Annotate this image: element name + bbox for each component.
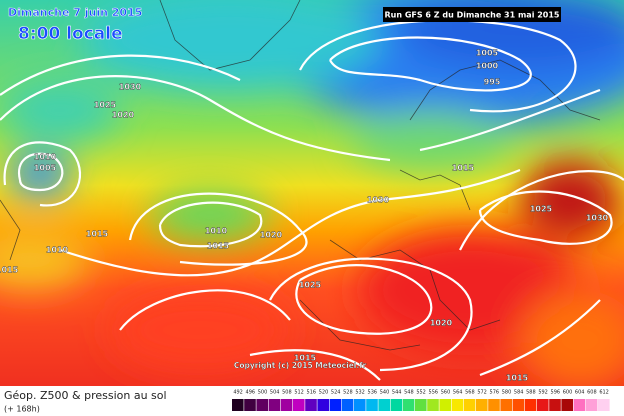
scale-label: 508 (282, 390, 292, 396)
scale-swatch (317, 399, 329, 411)
scale-label: 524 (331, 390, 341, 396)
scale-label: 588 (526, 390, 536, 396)
scale-label: 612 (599, 390, 609, 396)
scale-swatch (390, 399, 403, 411)
scale-label: 568 (465, 390, 475, 396)
scale-swatch (232, 399, 244, 411)
scale-swatch (415, 399, 427, 411)
copyright: Copyright (c) 2015 Meteociel.fr (234, 361, 367, 370)
scale-label: 552 (416, 390, 426, 396)
isobar-label: 1025 (299, 281, 322, 290)
scale-label: 596 (551, 390, 561, 396)
scale-swatch (598, 399, 610, 411)
isobar-label: 1020 (260, 231, 283, 240)
scale-label: 572 (477, 390, 487, 396)
scale-swatch (354, 399, 366, 411)
scale-swatch (329, 399, 342, 411)
isobar-label: 1030 (586, 214, 609, 223)
isobar-label: 1010 (34, 153, 57, 162)
scale-swatch (268, 399, 281, 411)
scale-swatch (488, 399, 500, 411)
scale-label: 520 (319, 390, 329, 396)
scale-swatch (293, 399, 305, 411)
scale-label: 560 (441, 390, 451, 396)
isobar-label: 1025 (530, 205, 553, 214)
isobar-label: 1020 (112, 111, 135, 120)
scale-label: 512 (294, 390, 304, 396)
legend-subtitle: (+ 168h) (4, 405, 40, 414)
scale-label: 516 (307, 390, 317, 396)
scale-label: 600 (563, 390, 573, 396)
isobar-label: 1010 (205, 227, 228, 236)
local-time: 8:00 locale (18, 24, 123, 44)
scale-swatch (463, 399, 476, 411)
isobar-label: 1015 (452, 164, 475, 173)
scale-label: 564 (453, 390, 463, 396)
scale-swatch (524, 399, 537, 411)
isobar-label: 1000 (476, 62, 499, 71)
legend-title: Géop. Z500 & pression au sol (4, 389, 167, 402)
scale-swatch (585, 399, 598, 411)
scale-label: 604 (575, 390, 585, 396)
scale-label: 492 (233, 390, 243, 396)
scale-swatch (500, 399, 512, 411)
scale-label: 556 (429, 390, 439, 396)
isobar-label: 1015 (294, 354, 317, 363)
map-area (0, 0, 624, 386)
scale-swatch (573, 399, 586, 411)
scale-swatch (244, 399, 256, 411)
scale-swatch (476, 399, 488, 411)
scale-swatch (561, 399, 573, 411)
date: Dimanche 7 juin 2015 (8, 6, 142, 19)
isobar-label: 1010 (46, 246, 69, 255)
scale-swatch (378, 399, 390, 411)
isobar-label: 995 (484, 78, 501, 87)
scale-label: 608 (587, 390, 597, 396)
isobar-label: 1015 (207, 242, 230, 251)
scale-label: 576 (490, 390, 500, 396)
scale-label: 532 (355, 390, 365, 396)
run-info: Run GFS 6 Z du Dimanche 31 mai 2015 (385, 11, 560, 20)
scale-label: 540 (380, 390, 390, 396)
scale-label: 496 (246, 390, 256, 396)
scale-label: 500 (258, 390, 268, 396)
scale-swatch (280, 399, 293, 411)
isobar-label: 1020 (430, 319, 453, 328)
scale-swatch (402, 399, 415, 411)
scale-label: 584 (514, 390, 524, 396)
isobar-label: 1005 (34, 164, 57, 173)
scale-swatch (451, 399, 464, 411)
scale-label: 544 (392, 390, 402, 396)
scale-label: 536 (368, 390, 378, 396)
isobar-label: 1030 (119, 83, 142, 92)
run-box (383, 7, 561, 22)
scale-swatch (427, 399, 439, 411)
isobar-label: 1025 (94, 101, 117, 110)
scale-swatch (341, 399, 354, 411)
scale-swatch (366, 399, 378, 411)
isobar-label: 1005 (476, 49, 499, 58)
scale-label: 548 (404, 390, 414, 396)
isobar-label: 1015 (0, 266, 19, 275)
scale-label: 504 (270, 390, 280, 396)
isobar-label: 1015 (506, 374, 529, 383)
scale-swatch (439, 399, 451, 411)
scale-label: 592 (538, 390, 548, 396)
scale-swatch (537, 399, 549, 411)
isobar-label: 1015 (86, 230, 109, 239)
scale-swatch (549, 399, 561, 411)
scale-label: 580 (502, 390, 512, 396)
scale-swatch (305, 399, 317, 411)
isobar-label: 1030 (367, 196, 390, 205)
scale-swatch (256, 399, 268, 411)
scale-label: 528 (343, 390, 353, 396)
scale-swatch (512, 399, 525, 411)
